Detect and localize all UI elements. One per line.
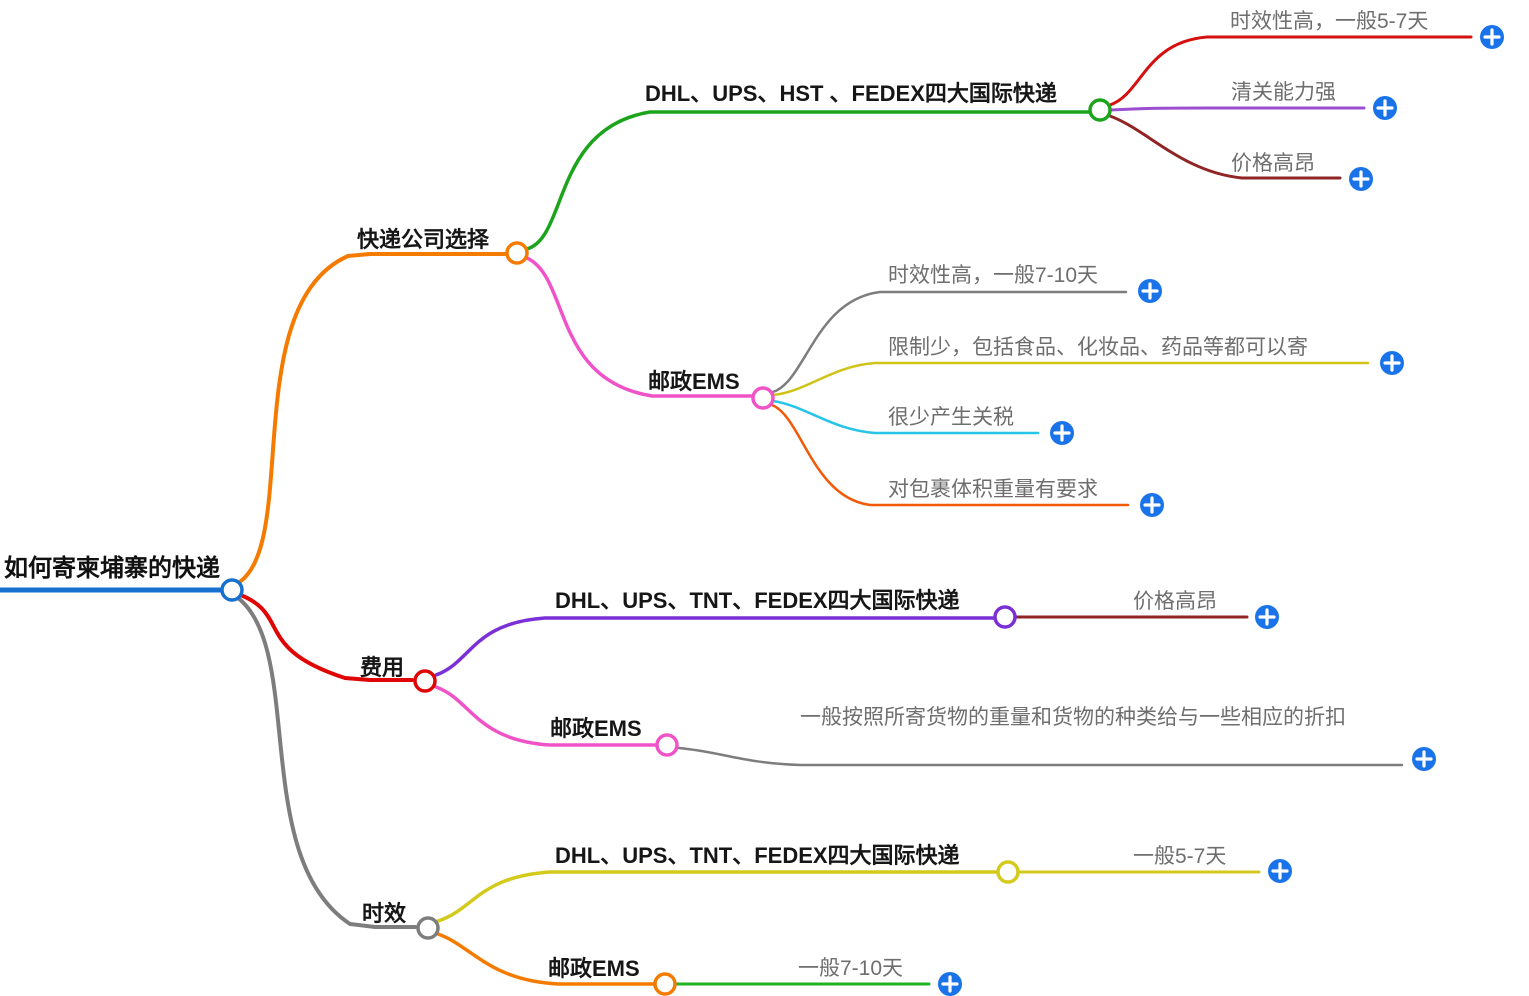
- plus-icon: [1143, 496, 1161, 514]
- node-label-four-intl-time[interactable]: DHL、UPS、TNT、FEDEX四大国际快递: [555, 843, 960, 868]
- node-handle-timeliness[interactable]: [416, 916, 440, 940]
- add-node-button[interactable]: [1412, 747, 1436, 771]
- leaf-label-customs-strong[interactable]: 清关能力强: [1231, 81, 1336, 104]
- leaf-line-fast-5-7: [1108, 35, 1473, 107]
- add-node-button[interactable]: [1255, 605, 1279, 629]
- branch-line-four-intl-cost: [434, 616, 995, 677]
- plus-icon: [1483, 28, 1501, 46]
- plus-icon: [941, 975, 959, 993]
- leaf-line-discount: [677, 746, 1404, 767]
- leaf-line-expensive-1: [1108, 114, 1342, 180]
- leaf-label-fast-7-10[interactable]: 时效性高，一般7-10天: [888, 264, 1099, 287]
- branch-line-ems-3: [436, 932, 655, 986]
- branch-line-cost: [236, 592, 414, 682]
- node-handle-ems-1[interactable]: [751, 386, 775, 410]
- leaf-line-size-weight-limit: [770, 403, 1130, 507]
- leaf-line-customs-strong: [1108, 106, 1366, 112]
- node-handle-four-intl-cost[interactable]: [993, 605, 1017, 629]
- add-node-button[interactable]: [1268, 859, 1292, 883]
- plus-icon: [1053, 424, 1071, 442]
- branch-line-timeliness: [236, 596, 417, 929]
- node-label-four-intl-cost[interactable]: DHL、UPS、TNT、FEDEX四大国际快递: [555, 588, 960, 613]
- add-node-button[interactable]: [1480, 25, 1504, 49]
- branch-line-ems-1: [525, 256, 753, 398]
- plus-icon: [1258, 608, 1276, 626]
- plus-icon: [1376, 99, 1394, 117]
- add-node-button[interactable]: [1138, 279, 1162, 303]
- node-label-ems-2[interactable]: 邮政EMS: [550, 716, 642, 741]
- add-node-button[interactable]: [938, 972, 962, 996]
- node-label-express-company[interactable]: 快递公司选择: [357, 227, 490, 252]
- node-label-cost[interactable]: 费用: [360, 655, 405, 680]
- leaf-label-low-tariff[interactable]: 很少产生关税: [888, 406, 1014, 429]
- node-label-timeliness[interactable]: 时效: [362, 901, 407, 926]
- add-node-button[interactable]: [1050, 421, 1074, 445]
- leaf-label-7-10-days[interactable]: 一般7-10天: [798, 957, 904, 980]
- leaf-label-5-7-days[interactable]: 一般5-7天: [1133, 845, 1227, 868]
- node-label-ems-3[interactable]: 邮政EMS: [548, 956, 640, 981]
- leaf-label-size-weight-limit[interactable]: 对包裹体积重量有要求: [888, 478, 1098, 501]
- add-node-button[interactable]: [1373, 96, 1397, 120]
- node-handle-four-intl-time[interactable]: [996, 860, 1020, 884]
- leaf-line-low-tariff: [771, 399, 1040, 435]
- branch-line-ems-2: [434, 685, 657, 747]
- node-handle-four-intl-express[interactable]: [1088, 98, 1112, 122]
- plus-icon: [1352, 170, 1370, 188]
- leaf-label-expensive-2[interactable]: 价格高昂: [1133, 590, 1217, 613]
- add-node-button[interactable]: [1140, 493, 1164, 517]
- node-handle-ems-2[interactable]: [655, 733, 679, 757]
- plus-icon: [1415, 750, 1433, 768]
- node-handle-cost[interactable]: [413, 669, 437, 693]
- leaf-label-fast-5-7[interactable]: 时效性高，一般5-7天: [1230, 10, 1429, 33]
- branch-line-express-company: [236, 252, 507, 585]
- root-node-handle[interactable]: [220, 578, 244, 602]
- leaf-label-discount[interactable]: 一般按照所寄货物的重量和货物的种类给与一些相应的折扣: [800, 706, 1346, 729]
- node-handle-ems-3[interactable]: [653, 972, 677, 996]
- plus-icon: [1271, 862, 1289, 880]
- node-label-four-intl-express[interactable]: DHL、UPS、HST 、FEDEX四大国际快递: [645, 81, 1057, 106]
- leaf-label-few-limits[interactable]: 限制少，包括食品、化妆品、药品等都可以寄: [888, 336, 1308, 359]
- add-node-button[interactable]: [1349, 167, 1373, 191]
- node-handle-express-company[interactable]: [505, 241, 529, 265]
- branch-line-four-intl-express: [525, 110, 1091, 251]
- root-node-label[interactable]: 如何寄柬埔寨的快递: [4, 555, 220, 582]
- leaf-line-few-limits: [771, 361, 1370, 397]
- plus-icon: [1141, 282, 1159, 300]
- plus-icon: [1383, 354, 1401, 372]
- leaf-label-expensive-1[interactable]: 价格高昂: [1231, 152, 1315, 175]
- leaf-line-fast-7-10: [771, 290, 1128, 394]
- branch-line-four-intl-time: [436, 870, 998, 923]
- add-node-button[interactable]: [1380, 351, 1404, 375]
- node-label-ems-1[interactable]: 邮政EMS: [648, 369, 740, 394]
